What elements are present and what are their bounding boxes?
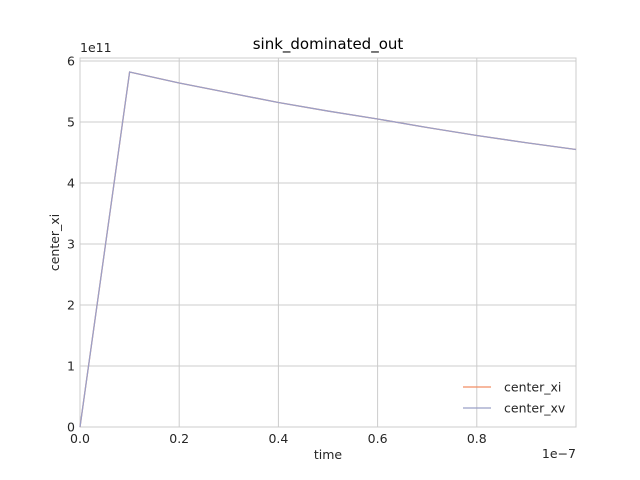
y-axis-offset-label: 1e11 — [80, 40, 112, 55]
x-tick-label: 0.6 — [368, 431, 388, 446]
x-axis-label: time — [314, 447, 343, 462]
y-tick-label: 6 — [67, 54, 75, 69]
x-axis-offset-label: 1e−7 — [542, 446, 576, 461]
y-tick-label: 0 — [67, 420, 75, 435]
y-tick-label: 1 — [67, 359, 75, 374]
y-tick-label: 5 — [67, 115, 75, 130]
grid-lines — [79, 58, 576, 428]
plot-area-frame — [79, 57, 577, 428]
y-tick-label: 4 — [67, 176, 75, 191]
x-axis-ticks: 0.0 0.2 0.4 0.6 0.8 — [70, 431, 487, 446]
x-tick-label: 0.4 — [268, 431, 288, 446]
series-line-center-xv — [79, 71, 577, 428]
y-axis-label: center_xi — [47, 214, 62, 271]
x-tick-label: 0.0 — [70, 431, 90, 446]
chart-title: sink_dominated_out — [253, 35, 404, 54]
y-axis-ticks: 0 1 2 3 4 5 6 — [67, 54, 75, 435]
y-tick-label: 2 — [67, 298, 75, 313]
series-line-center-xi — [79, 71, 577, 428]
legend-label: center_xv — [504, 401, 566, 416]
series-layer — [79, 71, 577, 428]
legend: center_xi center_xv — [463, 380, 566, 416]
y-tick-label: 3 — [67, 237, 75, 252]
x-tick-label: 0.2 — [169, 431, 189, 446]
x-tick-label: 0.8 — [467, 431, 487, 446]
legend-label: center_xi — [504, 380, 561, 395]
